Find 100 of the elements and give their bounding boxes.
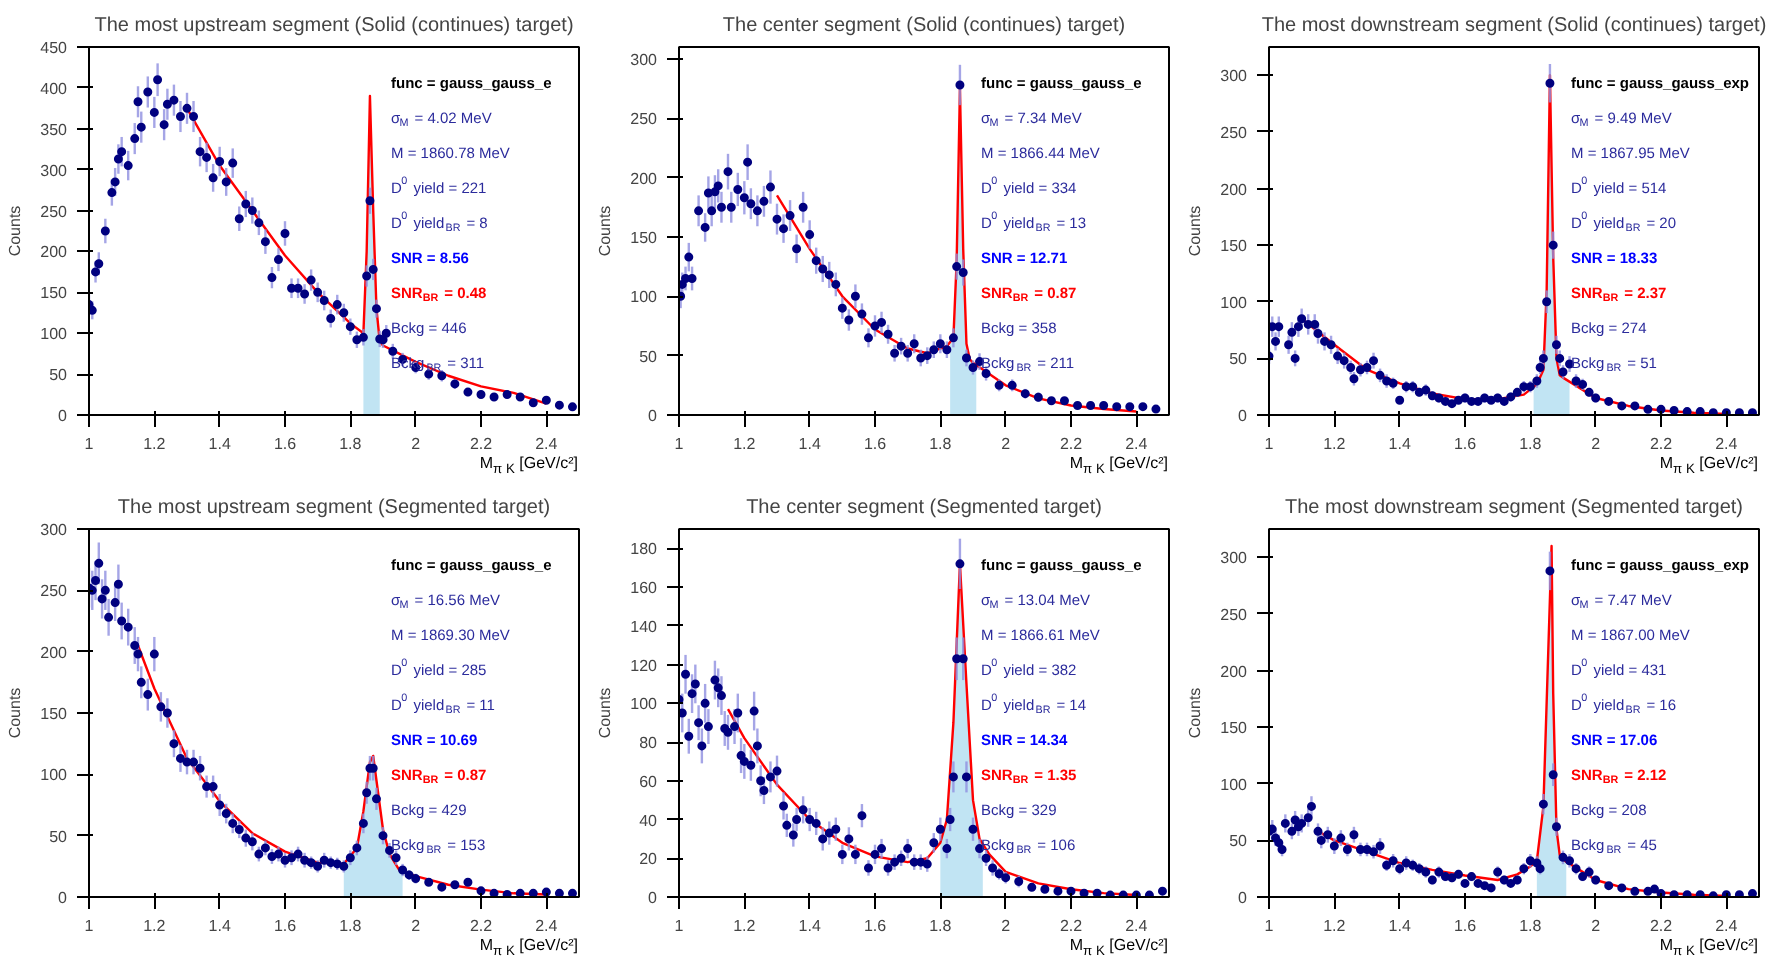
y-tick-label: 0 <box>1238 889 1249 907</box>
y-tick-label: 20 <box>639 850 659 869</box>
y-tick-label: 250 <box>40 202 69 221</box>
x-tick-label: 1 <box>674 917 685 935</box>
x-tick-label: 1.4 <box>208 435 232 453</box>
x-tick-label: 1.4 <box>798 435 822 453</box>
x-tick-label: 1.4 <box>1388 435 1412 453</box>
y-tick-label: 100 <box>40 766 69 785</box>
y-tick-label: 250 <box>630 110 659 129</box>
x-tick-label: 1.6 <box>273 917 298 935</box>
y-axis-title: Counts <box>596 205 615 257</box>
x-tick-label: 1.8 <box>339 917 363 935</box>
x-tick-label: 1.2 <box>1323 435 1347 453</box>
y-tick-label: 160 <box>630 579 659 598</box>
y-tick-label: 100 <box>1220 775 1249 794</box>
y-tick-label: 150 <box>1220 237 1249 256</box>
y-tick-label: 150 <box>40 284 69 303</box>
x-axis-title: M$_{π K}$ [GeV/c²] <box>1659 454 1758 480</box>
y-tick-label: 0 <box>58 407 69 425</box>
x-tick-label: 2 <box>411 917 422 935</box>
y-tick-label: 450 <box>40 39 69 57</box>
y-tick-label: 50 <box>49 827 69 846</box>
x-axis-title: M$_{π K}$ [GeV/c²] <box>1659 936 1758 962</box>
x-tick-label: 2 <box>1001 917 1012 935</box>
x-tick-label: 1.2 <box>1323 917 1347 935</box>
x-tick-label: 1.8 <box>929 435 953 453</box>
x-tick-label: 2.4 <box>535 917 559 935</box>
y-tick-label: 200 <box>630 169 659 188</box>
x-tick-label: 2 <box>411 435 422 453</box>
y-tick-label: 150 <box>630 228 659 247</box>
y-tick-label: 50 <box>1229 350 1249 369</box>
x-axis-title: M$_{π K}$ [GeV/c²] <box>1069 936 1168 962</box>
y-tick-label: 100 <box>630 288 659 307</box>
x-tick-label: 1.4 <box>798 917 822 935</box>
y-tick-label: 250 <box>1220 123 1249 142</box>
x-tick-label: 1.2 <box>733 917 757 935</box>
y-tick-label: 300 <box>1220 549 1249 568</box>
y-tick-label: 100 <box>630 695 659 714</box>
y-tick-label: 300 <box>630 50 659 69</box>
y-tick-label: 150 <box>40 705 69 723</box>
chart-title: The most downstream segment (Segmented target) <box>1285 497 1744 519</box>
x-tick-label: 1 <box>1264 917 1275 935</box>
x-tick-label: 1 <box>1264 435 1275 453</box>
y-tick-label: 350 <box>40 120 69 139</box>
y-tick-label: 0 <box>58 889 69 907</box>
x-tick-label: 2.2 <box>1649 435 1674 453</box>
x-tick-label: 2 <box>1001 435 1012 453</box>
y-tick-label: 250 <box>40 582 69 601</box>
chart-title: The most downstream segment (Solid (continues) target) <box>1261 15 1767 37</box>
x-tick-label: 1.6 <box>863 917 888 935</box>
x-tick-label: 1.6 <box>863 435 888 453</box>
x-axis-title: M$_{π K}$ [GeV/c²] <box>479 454 578 480</box>
x-tick-label: 1.8 <box>339 435 363 453</box>
x-tick-label: 1.2 <box>143 435 167 453</box>
y-tick-label: 400 <box>40 79 69 98</box>
x-tick-label: 1.4 <box>208 917 232 935</box>
chart-title: The most upstream segment (Segmented target) <box>117 497 551 519</box>
y-tick-label: 300 <box>40 521 69 539</box>
y-tick-label: 120 <box>630 656 659 675</box>
x-tick-label: 1.6 <box>1453 917 1478 935</box>
y-tick-label: 200 <box>40 243 69 262</box>
y-tick-label: 200 <box>40 643 69 662</box>
chart-title: The center segment (Segmented target) <box>746 497 1102 519</box>
y-tick-label: 50 <box>1229 832 1249 851</box>
x-tick-label: 2 <box>1591 435 1602 453</box>
x-tick-label: 2.4 <box>1125 435 1149 453</box>
x-tick-label: 1 <box>674 435 685 453</box>
x-tick-label: 1.2 <box>143 917 167 935</box>
y-tick-label: 140 <box>630 617 659 636</box>
x-tick-label: 2.2 <box>1649 917 1674 935</box>
x-tick-label: 2.4 <box>535 435 559 453</box>
y-tick-label: 300 <box>1220 67 1249 86</box>
y-tick-label: 150 <box>1220 719 1249 738</box>
y-tick-label: 0 <box>648 407 659 425</box>
x-tick-label: 2.2 <box>1059 917 1084 935</box>
x-tick-label: 1.2 <box>733 435 757 453</box>
y-axis-title: Counts <box>596 687 615 739</box>
x-tick-label: 1 <box>84 435 95 453</box>
y-axis-title: Counts <box>6 687 25 739</box>
y-tick-label: 0 <box>1238 407 1249 425</box>
y-tick-label: 180 <box>630 540 659 559</box>
y-tick-label: 60 <box>639 772 659 791</box>
chart-title: The most upstream segment (Solid (continues) target) <box>94 15 574 37</box>
y-tick-label: 100 <box>1220 293 1249 312</box>
y-tick-label: 200 <box>1220 180 1249 199</box>
x-tick-label: 1.4 <box>1388 917 1412 935</box>
y-tick-label: 40 <box>639 811 659 830</box>
x-tick-label: 2.2 <box>1059 435 1084 453</box>
x-tick-label: 2.4 <box>1125 917 1149 935</box>
x-tick-label: 2.2 <box>469 917 494 935</box>
y-tick-label: 0 <box>648 889 659 907</box>
y-tick-label: 100 <box>40 325 69 344</box>
x-tick-label: 1.8 <box>1519 435 1543 453</box>
x-tick-label: 2.4 <box>1715 917 1739 935</box>
x-tick-label: 1.8 <box>1519 917 1543 935</box>
x-tick-label: 2.2 <box>469 435 494 453</box>
y-tick-label: 80 <box>639 734 659 753</box>
y-axis-title: Counts <box>1186 687 1205 739</box>
y-axis-title: Counts <box>6 205 25 257</box>
y-tick-label: 250 <box>1220 605 1249 624</box>
